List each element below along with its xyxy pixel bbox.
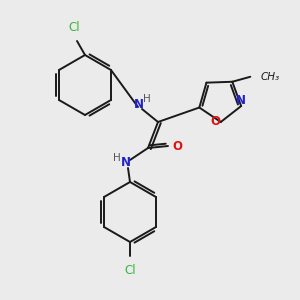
Text: H: H [113, 153, 121, 163]
Text: N: N [236, 94, 246, 106]
Text: Cl: Cl [68, 21, 80, 34]
Text: N: N [121, 157, 131, 169]
Text: H: H [143, 94, 151, 104]
Text: CH₃: CH₃ [260, 72, 279, 82]
Text: O: O [211, 116, 221, 128]
Text: N: N [134, 98, 144, 112]
Text: O: O [172, 140, 182, 152]
Text: Cl: Cl [124, 264, 136, 277]
